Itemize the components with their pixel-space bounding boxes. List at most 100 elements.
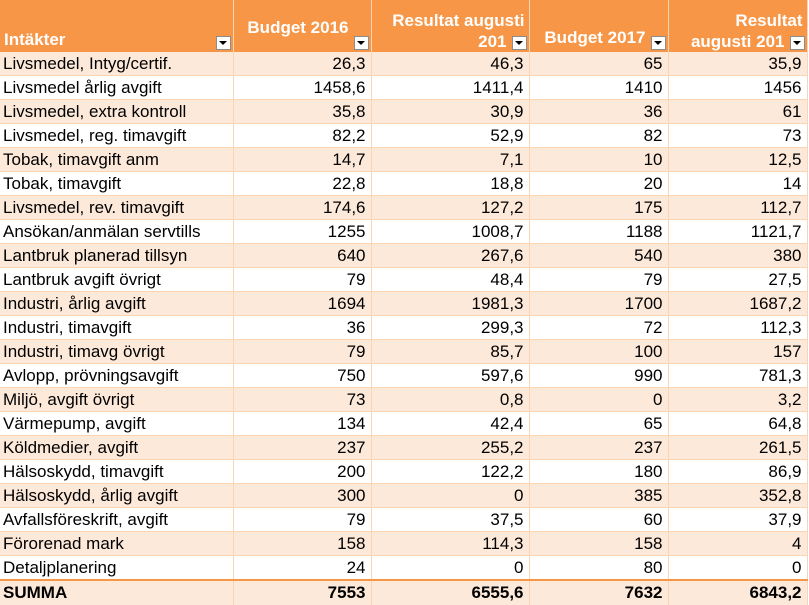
resultat-2017-cell[interactable]: 27,5 bbox=[668, 267, 808, 292]
resultat-2016-cell[interactable]: 1981,3 bbox=[371, 291, 530, 316]
budget-2017-cell[interactable]: 385 bbox=[529, 483, 669, 508]
budget-2017-cell[interactable]: 82 bbox=[529, 123, 669, 148]
row-name-cell[interactable]: Miljö, avgift övrigt bbox=[0, 387, 234, 412]
budget-2017-cell[interactable]: 175 bbox=[529, 195, 669, 220]
row-name-cell[interactable]: Livsmedel, rev. timavgift bbox=[0, 195, 234, 220]
row-name-cell[interactable]: Förorenad mark bbox=[0, 531, 234, 556]
row-name-cell[interactable]: Detaljplanering bbox=[0, 555, 234, 581]
budget-2017-cell[interactable]: 1700 bbox=[529, 291, 669, 316]
row-name-cell[interactable]: Industri, årlig avgift bbox=[0, 291, 234, 316]
budget-2017-cell[interactable]: 65 bbox=[529, 52, 669, 76]
resultat-2016-cell[interactable]: 1411,4 bbox=[371, 75, 530, 100]
row-name-cell[interactable]: Köldmedier, avgift bbox=[0, 435, 234, 460]
budget-2017-cell[interactable]: 237 bbox=[529, 435, 669, 460]
filter-dropdown-button[interactable] bbox=[215, 36, 231, 50]
budget-2017-cell[interactable]: 36 bbox=[529, 99, 669, 124]
resultat-2016-cell[interactable]: 267,6 bbox=[371, 243, 530, 268]
budget-2017-cell[interactable]: 60 bbox=[529, 507, 669, 532]
resultat-2017-cell[interactable]: 157 bbox=[668, 339, 808, 364]
resultat-2017-cell[interactable]: 14 bbox=[668, 171, 808, 196]
budget-2017-cell[interactable]: 1188 bbox=[529, 219, 669, 244]
total-label[interactable]: SUMMA bbox=[0, 579, 234, 605]
resultat-2016-cell[interactable]: 255,2 bbox=[371, 435, 530, 460]
resultat-2016-cell[interactable]: 42,4 bbox=[371, 411, 530, 436]
resultat-2017-cell[interactable]: 112,7 bbox=[668, 195, 808, 220]
filter-dropdown-button[interactable] bbox=[789, 36, 805, 50]
resultat-2017-cell[interactable]: 12,5 bbox=[668, 147, 808, 172]
budget-2017-cell[interactable]: 10 bbox=[529, 147, 669, 172]
resultat-2016-cell[interactable]: 0,8 bbox=[371, 387, 530, 412]
row-name-cell[interactable]: Värmepump, avgift bbox=[0, 411, 234, 436]
budget-2016-cell[interactable]: 237 bbox=[233, 435, 372, 460]
budget-2016-cell[interactable]: 79 bbox=[233, 507, 372, 532]
budget-2016-cell[interactable]: 26,3 bbox=[233, 52, 372, 76]
budget-2016-cell[interactable]: 82,2 bbox=[233, 123, 372, 148]
budget-2017-cell[interactable]: 180 bbox=[529, 459, 669, 484]
budget-2017-cell[interactable]: 65 bbox=[529, 411, 669, 436]
row-name-cell[interactable]: Industri, timavgift bbox=[0, 315, 234, 340]
row-name-cell[interactable]: Hälsoskydd, timavgift bbox=[0, 459, 234, 484]
resultat-2016-cell[interactable]: 299,3 bbox=[371, 315, 530, 340]
resultat-2016-cell[interactable]: 30,9 bbox=[371, 99, 530, 124]
resultat-2017-cell[interactable]: 3,2 bbox=[668, 387, 808, 412]
resultat-2016-cell[interactable]: 48,4 bbox=[371, 267, 530, 292]
resultat-2016-cell[interactable]: 7,1 bbox=[371, 147, 530, 172]
budget-2017-cell[interactable]: 1410 bbox=[529, 75, 669, 100]
total-resultat-2016[interactable]: 6555,6 bbox=[371, 579, 530, 605]
budget-2016-cell[interactable]: 750 bbox=[233, 363, 372, 388]
resultat-2016-cell[interactable]: 37,5 bbox=[371, 507, 530, 532]
budget-2017-cell[interactable]: 79 bbox=[529, 267, 669, 292]
row-name-cell[interactable]: Tobak, timavgift bbox=[0, 171, 234, 196]
filter-dropdown-button[interactable] bbox=[353, 36, 369, 50]
budget-2016-cell[interactable]: 1458,6 bbox=[233, 75, 372, 100]
budget-2016-cell[interactable]: 300 bbox=[233, 483, 372, 508]
budget-2017-cell[interactable]: 540 bbox=[529, 243, 669, 268]
resultat-2016-cell[interactable]: 18,8 bbox=[371, 171, 530, 196]
row-name-cell[interactable]: Livsmedel årlig avgift bbox=[0, 75, 234, 100]
budget-2016-cell[interactable]: 14,7 bbox=[233, 147, 372, 172]
filter-dropdown-button[interactable] bbox=[511, 36, 527, 50]
budget-2016-cell[interactable]: 200 bbox=[233, 459, 372, 484]
resultat-2016-cell[interactable]: 46,3 bbox=[371, 52, 530, 76]
budget-2016-cell[interactable]: 134 bbox=[233, 411, 372, 436]
resultat-2017-cell[interactable]: 112,3 bbox=[668, 315, 808, 340]
total-resultat-2017[interactable]: 6843,2 bbox=[668, 579, 808, 605]
budget-2017-cell[interactable]: 100 bbox=[529, 339, 669, 364]
budget-2016-cell[interactable]: 24 bbox=[233, 555, 372, 581]
resultat-2017-cell[interactable]: 4 bbox=[668, 531, 808, 556]
resultat-2017-cell[interactable]: 35,9 bbox=[668, 52, 808, 76]
budget-2016-cell[interactable]: 1255 bbox=[233, 219, 372, 244]
budget-2016-cell[interactable]: 22,8 bbox=[233, 171, 372, 196]
resultat-2017-cell[interactable]: 86,9 bbox=[668, 459, 808, 484]
row-name-cell[interactable]: Livsmedel, extra kontroll bbox=[0, 99, 234, 124]
resultat-2016-cell[interactable]: 122,2 bbox=[371, 459, 530, 484]
budget-2016-cell[interactable]: 73 bbox=[233, 387, 372, 412]
resultat-2016-cell[interactable]: 114,3 bbox=[371, 531, 530, 556]
budget-2016-cell[interactable]: 35,8 bbox=[233, 99, 372, 124]
row-name-cell[interactable]: Avlopp, prövningsavgift bbox=[0, 363, 234, 388]
budget-2016-cell[interactable]: 174,6 bbox=[233, 195, 372, 220]
budget-2016-cell[interactable]: 640 bbox=[233, 243, 372, 268]
resultat-2017-cell[interactable]: 352,8 bbox=[668, 483, 808, 508]
budget-2017-cell[interactable]: 158 bbox=[529, 531, 669, 556]
resultat-2017-cell[interactable]: 73 bbox=[668, 123, 808, 148]
resultat-2016-cell[interactable]: 127,2 bbox=[371, 195, 530, 220]
resultat-2017-cell[interactable]: 0 bbox=[668, 555, 808, 581]
resultat-2017-cell[interactable]: 1687,2 bbox=[668, 291, 808, 316]
total-budget-2017[interactable]: 7632 bbox=[529, 579, 669, 605]
budget-2016-cell[interactable]: 79 bbox=[233, 339, 372, 364]
resultat-2016-cell[interactable]: 1008,7 bbox=[371, 219, 530, 244]
resultat-2017-cell[interactable]: 64,8 bbox=[668, 411, 808, 436]
budget-2017-cell[interactable]: 990 bbox=[529, 363, 669, 388]
row-name-cell[interactable]: Livsmedel, reg. timavgift bbox=[0, 123, 234, 148]
resultat-2017-cell[interactable]: 37,9 bbox=[668, 507, 808, 532]
budget-2016-cell[interactable]: 36 bbox=[233, 315, 372, 340]
resultat-2016-cell[interactable]: 597,6 bbox=[371, 363, 530, 388]
row-name-cell[interactable]: Lantbruk planerad tillsyn bbox=[0, 243, 234, 268]
resultat-2017-cell[interactable]: 781,3 bbox=[668, 363, 808, 388]
row-name-cell[interactable]: Ansökan/anmälan servtills bbox=[0, 219, 234, 244]
total-budget-2016[interactable]: 7553 bbox=[233, 579, 372, 605]
row-name-cell[interactable]: Livsmedel, Intyg/certif. bbox=[0, 52, 234, 76]
budget-2016-cell[interactable]: 79 bbox=[233, 267, 372, 292]
budget-2017-cell[interactable]: 0 bbox=[529, 387, 669, 412]
